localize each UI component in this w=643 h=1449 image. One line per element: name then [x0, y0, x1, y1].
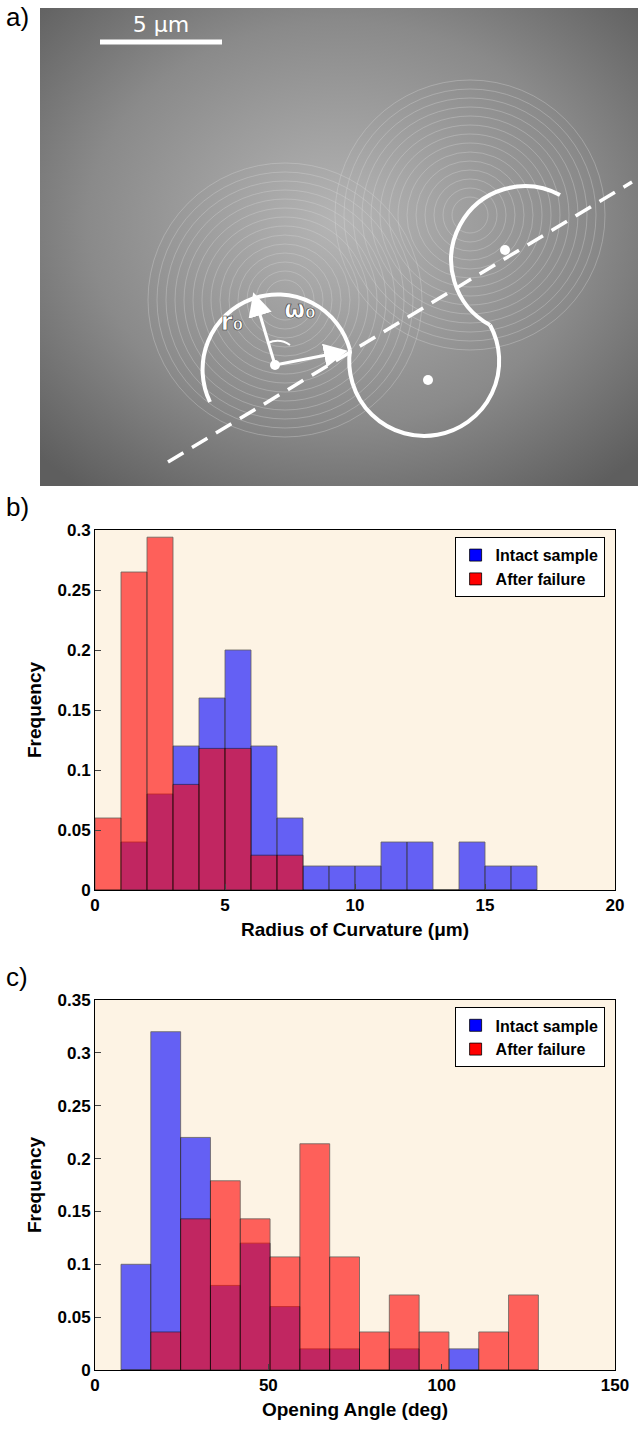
html-text:c): c)	[6, 962, 28, 992]
svg-text:100: 100	[427, 1376, 455, 1395]
svg-text:0.15: 0.15	[58, 701, 91, 720]
svg-text:0.35: 0.35	[58, 991, 91, 1010]
svg-text:0: 0	[81, 1361, 90, 1380]
svg-text:20: 20	[606, 896, 625, 915]
svg-text:0: 0	[90, 896, 99, 915]
svg-text:0.25: 0.25	[58, 1097, 91, 1116]
svg-text:r₀: r₀	[221, 308, 243, 336]
svg-text:15: 15	[476, 896, 495, 915]
html-text:b): b)	[6, 492, 30, 522]
svg-text:50: 50	[259, 1376, 278, 1395]
svg-text:Intact sample: Intact sample	[496, 1018, 598, 1035]
svg-text:0: 0	[90, 1376, 99, 1395]
svg-text:ω₀: ω₀	[284, 296, 315, 324]
svg-text:0.15: 0.15	[58, 1202, 91, 1221]
svg-text:150: 150	[601, 1376, 629, 1395]
svg-text:0.3: 0.3	[67, 521, 91, 540]
svg-text:Intact sample: Intact sample	[496, 547, 598, 564]
svg-text:0.25: 0.25	[58, 581, 91, 600]
svg-text:0.05: 0.05	[58, 821, 91, 840]
svg-text:After failure: After failure	[496, 1041, 586, 1058]
svg-text:5: 5	[220, 896, 229, 915]
svg-text:0.2: 0.2	[67, 641, 91, 660]
svg-text:10: 10	[346, 896, 365, 915]
svg-text:0: 0	[81, 881, 90, 900]
svg-text:Opening Angle (deg): Opening Angle (deg)	[262, 1399, 448, 1420]
svg-text:0.05: 0.05	[58, 1308, 91, 1327]
svg-text:Radius of Curvature (μm): Radius of Curvature (μm)	[241, 919, 469, 940]
svg-text:0.1: 0.1	[67, 761, 91, 780]
svg-text:5 μm: 5 μm	[133, 12, 189, 37]
svg-text:0.3: 0.3	[67, 1044, 91, 1063]
html-text:a): a)	[6, 2, 30, 32]
svg-text:0.1: 0.1	[67, 1255, 91, 1274]
svg-text:0.2: 0.2	[67, 1150, 91, 1169]
svg-text:Frequency: Frequency	[24, 1137, 45, 1234]
svg-text:After failure: After failure	[496, 571, 586, 588]
svg-text:Frequency: Frequency	[24, 662, 45, 759]
